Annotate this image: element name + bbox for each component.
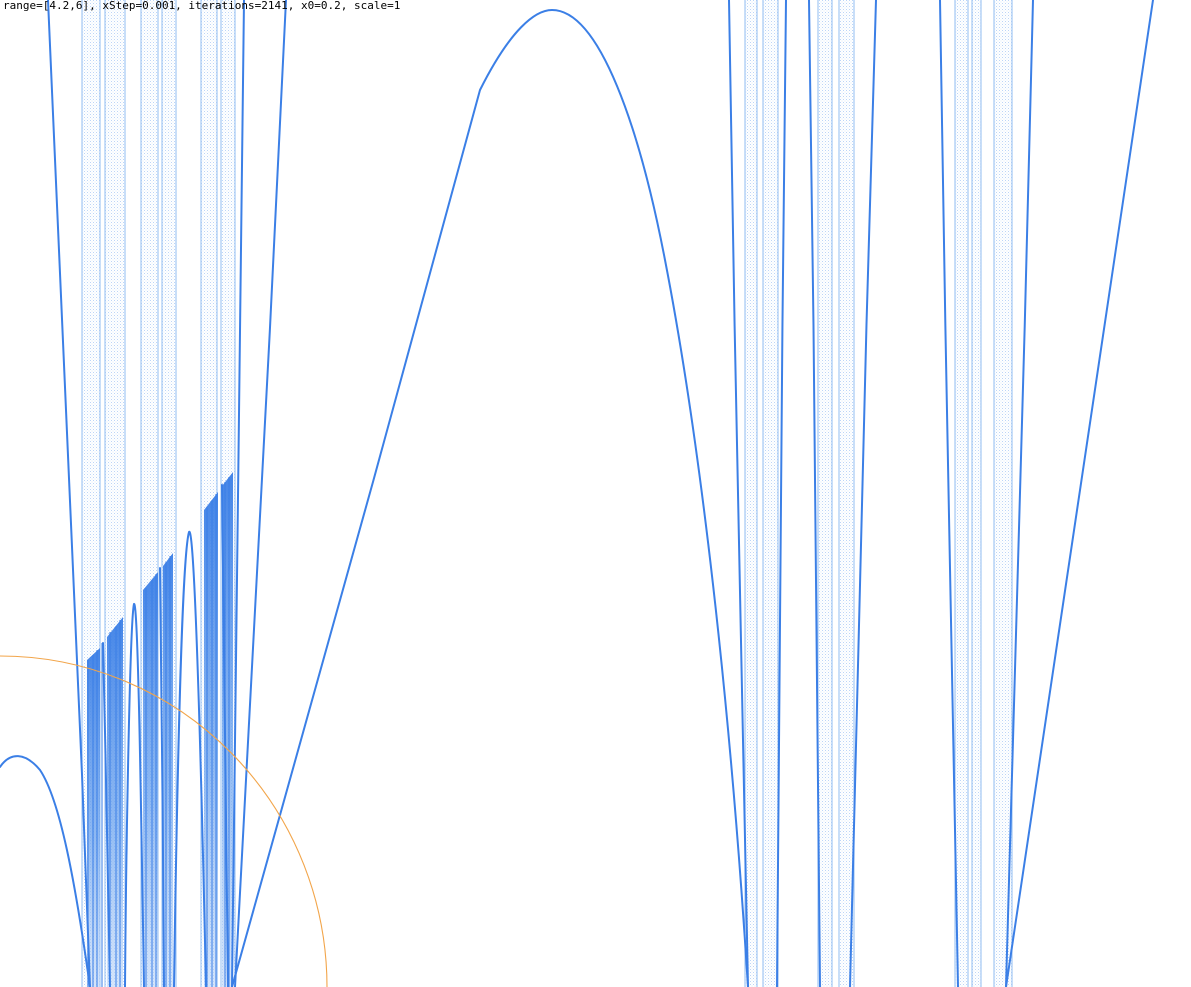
band-fill [972, 0, 981, 987]
bifurcation-curve [939, 0, 959, 987]
bifurcation-curve [776, 0, 787, 987]
params-readout: range=[4.2,6], xStep=0.001, iterations=2… [3, 0, 401, 12]
chaotic-band [838, 0, 855, 987]
bifurcation-curve [124, 602, 145, 987]
bifurcation-curve [173, 530, 207, 987]
chaotic-band [817, 0, 833, 987]
reference-circle [0, 655, 328, 987]
chaotic-band [971, 0, 982, 987]
dense-cluster [107, 617, 123, 987]
chaotic-band [762, 0, 779, 987]
bifurcation-curve [159, 567, 165, 987]
bifurcation-curve [102, 642, 111, 987]
circle-layer [0, 655, 328, 987]
bifurcation-curve [728, 0, 749, 987]
chaotic-band [954, 0, 969, 987]
band-fill [745, 0, 757, 987]
bifurcation-curve [234, 0, 287, 987]
bifurcation-curve [849, 0, 877, 987]
band-fill [994, 0, 1012, 987]
dense-cluster [143, 572, 158, 987]
bifurcation-curve [47, 0, 91, 987]
band-fill [955, 0, 968, 987]
band-fill [818, 0, 832, 987]
bifurcation-curve [808, 0, 821, 987]
bifurcation-curve [1005, 0, 1034, 987]
band-fill [763, 0, 778, 987]
bifurcation-curve [231, 8, 749, 987]
cluster-layer [87, 472, 233, 987]
chaotic-band [744, 0, 758, 987]
chaotic-band [993, 0, 1013, 987]
bifurcation-curve [231, 0, 245, 987]
curve-layer [0, 0, 1154, 987]
bifurcation-curve [1005, 0, 1154, 987]
band-fill [839, 0, 854, 987]
bifurcation-curve [0, 755, 91, 987]
bifurcation-curve [221, 484, 229, 987]
